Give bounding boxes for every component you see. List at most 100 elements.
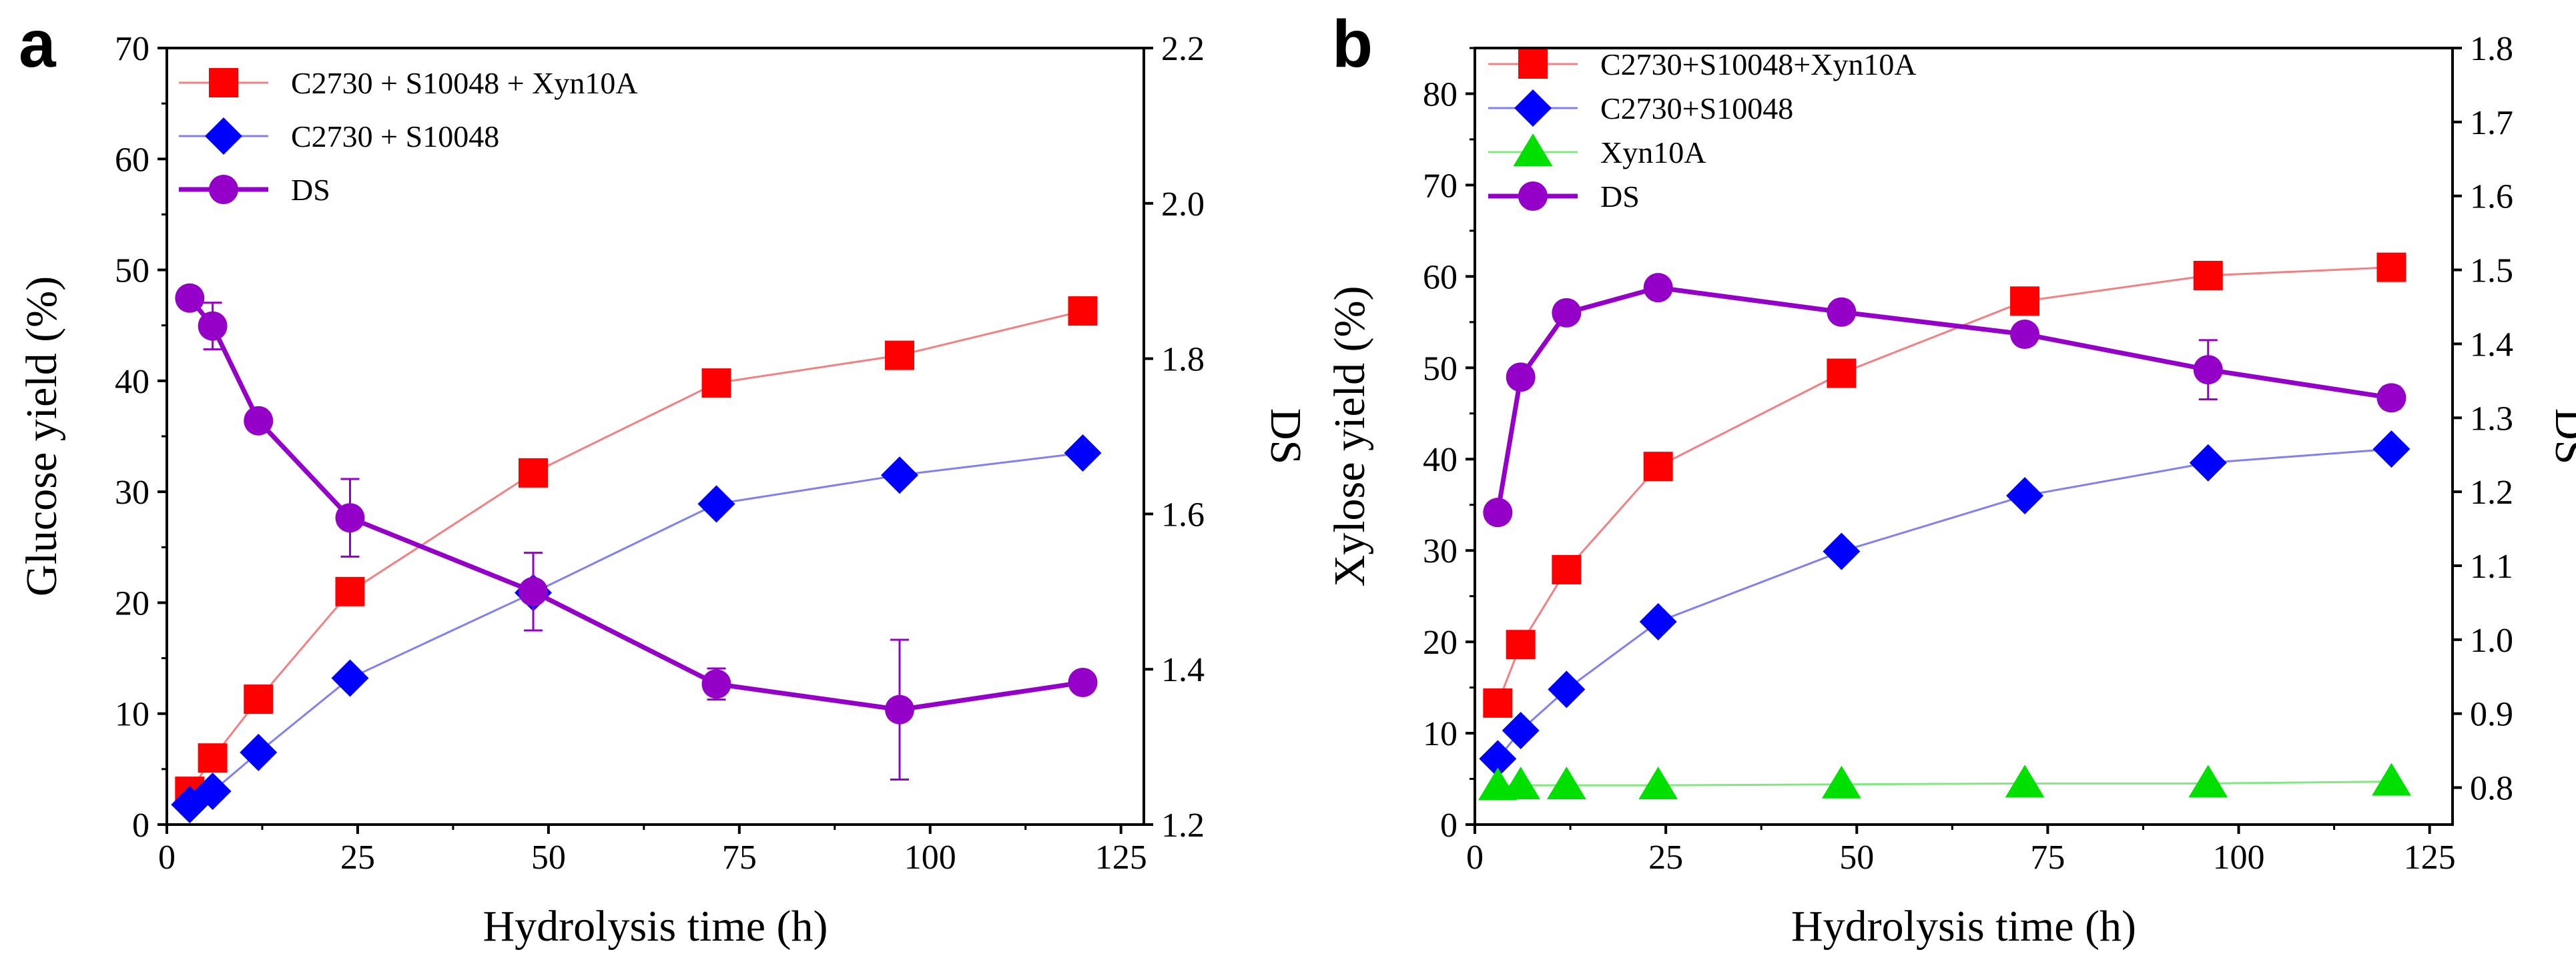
series-c2730-s10048-xyn10a bbox=[1483, 252, 2406, 718]
legend-label: DS bbox=[1600, 179, 1640, 213]
data-point bbox=[2010, 286, 2040, 316]
data-point bbox=[1068, 296, 1098, 326]
series-line bbox=[1496, 266, 2392, 704]
data-point bbox=[697, 485, 735, 523]
data-point bbox=[1502, 711, 1540, 749]
data-point bbox=[1827, 358, 1857, 388]
data-point bbox=[194, 773, 232, 811]
y-right-tick-label: 1.6 bbox=[2470, 178, 2513, 216]
data-point bbox=[1501, 767, 1541, 800]
y-left-tick-label: 20 bbox=[115, 584, 149, 622]
data-point bbox=[2193, 260, 2223, 290]
data-point bbox=[2010, 320, 2040, 350]
data-point bbox=[2372, 430, 2410, 468]
data-point bbox=[1827, 297, 1857, 327]
y-right-tick-label: 1.7 bbox=[2470, 104, 2513, 142]
legend-marker bbox=[1518, 181, 1548, 211]
data-point bbox=[1552, 554, 1582, 584]
data-point bbox=[198, 743, 228, 773]
x-tick-label: 125 bbox=[2404, 839, 2456, 877]
x-tick-label: 25 bbox=[340, 839, 375, 877]
legend-item: Xyn10A bbox=[1488, 133, 1706, 169]
legend-item: DS bbox=[179, 173, 330, 207]
legend-marker bbox=[1518, 49, 1548, 79]
series-line bbox=[1495, 285, 2392, 513]
legend-item: C2730+S10048 bbox=[1488, 89, 1793, 127]
legend-label: C2730+S10048 bbox=[1600, 91, 1793, 125]
series-line bbox=[1498, 781, 2392, 787]
y-left-axis-title: Xylose yield (%) bbox=[1325, 286, 1374, 587]
data-point bbox=[1552, 298, 1582, 328]
y-right-tick-label: 0.9 bbox=[2470, 696, 2513, 734]
legend-marker bbox=[209, 175, 238, 204]
y-right-tick-label: 2.2 bbox=[1161, 30, 1205, 68]
x-tick-label: 125 bbox=[1095, 839, 1147, 877]
data-point bbox=[519, 576, 548, 606]
data-point bbox=[2372, 763, 2411, 796]
y-left-tick-label: 80 bbox=[1423, 75, 1458, 113]
legend-item: C2730 + S10048 bbox=[179, 117, 499, 155]
x-tick-label: 75 bbox=[722, 839, 757, 877]
y-right-tick-label: 1.2 bbox=[1161, 807, 1205, 845]
legend-marker bbox=[1514, 89, 1552, 127]
data-point bbox=[1643, 452, 1673, 482]
data-point bbox=[2006, 477, 2044, 515]
y-right-tick-label: 2.0 bbox=[1161, 185, 1205, 223]
data-point bbox=[1643, 273, 1673, 303]
data-point bbox=[1064, 434, 1102, 472]
data-point bbox=[1483, 498, 1513, 528]
y-left-tick-label: 60 bbox=[1423, 258, 1458, 296]
data-point bbox=[701, 368, 731, 398]
data-point bbox=[1068, 667, 1098, 697]
data-point bbox=[244, 684, 274, 714]
data-point bbox=[519, 458, 548, 488]
data-point bbox=[885, 340, 914, 370]
y-right-tick-label: 1.4 bbox=[2470, 326, 2513, 364]
y-right-axis-title: DS bbox=[1261, 408, 1310, 464]
data-point bbox=[885, 694, 914, 724]
y-right-tick-label: 1.6 bbox=[1161, 496, 1205, 534]
y-right-tick-label: 1.3 bbox=[2470, 400, 2513, 438]
y-right-tick-label: 1.2 bbox=[2470, 474, 2513, 512]
legend-label: Xyn10A bbox=[1600, 135, 1706, 169]
y-left-tick-label: 10 bbox=[115, 696, 149, 734]
legend-label: C2730+S10048+Xyn10A bbox=[1600, 47, 1917, 81]
legend-item: C2730 + S10048 + Xyn10A bbox=[179, 66, 638, 100]
data-point bbox=[2193, 355, 2223, 385]
legend-label: DS bbox=[291, 173, 330, 207]
legend-item: DS bbox=[1488, 179, 1640, 213]
legend-marker bbox=[1513, 133, 1553, 166]
series-xyn10a bbox=[1478, 763, 2411, 801]
y-right-tick-label: 1.5 bbox=[2470, 252, 2513, 290]
data-point bbox=[331, 659, 369, 697]
series-c2730-s10048-xyn10a bbox=[175, 296, 1098, 807]
x-tick-label: 0 bbox=[158, 839, 176, 877]
legend-label: C2730 + S10048 bbox=[291, 119, 499, 153]
data-point bbox=[2005, 765, 2045, 798]
x-axis-title: Hydrolysis time (h) bbox=[1791, 902, 2136, 951]
data-point bbox=[335, 503, 365, 533]
y-right-axis-title: DS bbox=[2546, 408, 2576, 464]
data-point bbox=[335, 576, 365, 606]
y-left-tick-label: 10 bbox=[1423, 715, 1458, 753]
data-point bbox=[2189, 444, 2227, 482]
data-point bbox=[1548, 670, 1586, 708]
legend-marker bbox=[209, 68, 238, 97]
plot-frame bbox=[1474, 47, 2454, 826]
data-point bbox=[2188, 765, 2228, 798]
legend-marker bbox=[205, 117, 242, 155]
x-axis-title: Hydrolysis time (h) bbox=[483, 902, 828, 951]
x-tick-label: 75 bbox=[2030, 839, 2065, 877]
data-point bbox=[701, 669, 731, 699]
legend-label: C2730 + S10048 + Xyn10A bbox=[291, 66, 638, 100]
y-left-tick-label: 70 bbox=[115, 30, 149, 68]
series-c2730-s10048 bbox=[1479, 430, 2410, 778]
x-tick-label: 50 bbox=[531, 839, 566, 877]
y-left-axis-title: Glucose yield (%) bbox=[17, 276, 66, 596]
data-point bbox=[1546, 767, 1586, 800]
x-tick-label: 50 bbox=[1839, 839, 1874, 877]
x-tick-label: 100 bbox=[904, 839, 956, 877]
data-point bbox=[1639, 602, 1677, 640]
y-left-tick-label: 50 bbox=[115, 252, 149, 290]
